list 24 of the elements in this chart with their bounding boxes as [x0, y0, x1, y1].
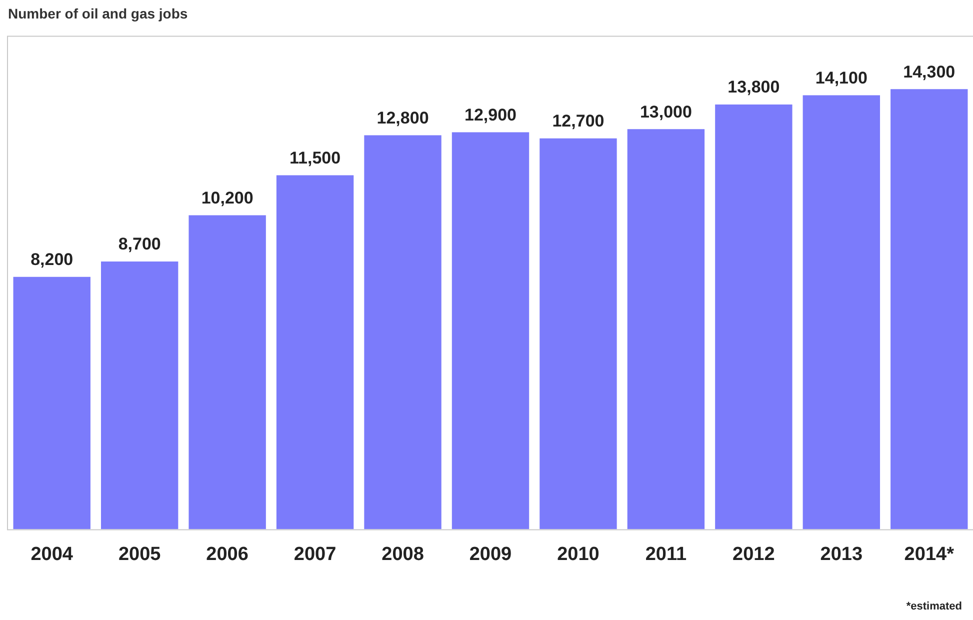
x-tick-label: 2014* [904, 544, 955, 565]
data-label: 14,100 [815, 68, 868, 88]
data-label: 12,800 [376, 108, 429, 128]
data-label: 8,700 [118, 234, 161, 254]
x-tick-label: 2010 [557, 544, 600, 565]
x-tick-label: 2012 [732, 544, 775, 565]
x-tick-label: 2011 [645, 544, 687, 565]
data-label: 14,300 [903, 62, 956, 82]
x-tick-label: 2006 [206, 544, 248, 565]
x-tick-label: 2013 [820, 544, 863, 565]
x-tick-label: 2007 [294, 544, 336, 565]
text: *estimated [906, 600, 962, 613]
x-tick-label: 2008 [382, 544, 424, 565]
x-tick-label: 2005 [118, 544, 162, 565]
data-label: 13,800 [728, 78, 780, 97]
chart-title: Number of oil and gas jobs [8, 5, 188, 22]
data-label: 12,700 [552, 112, 604, 131]
data-label: 11,500 [290, 148, 341, 168]
x-tick-label: 2009 [469, 544, 512, 565]
data-label: 10,200 [201, 188, 254, 208]
data-label: 8,200 [30, 250, 74, 270]
data-label: 12,900 [464, 105, 516, 124]
data-label: 13,000 [640, 102, 692, 122]
x-tick-label: 2004 [30, 544, 74, 565]
